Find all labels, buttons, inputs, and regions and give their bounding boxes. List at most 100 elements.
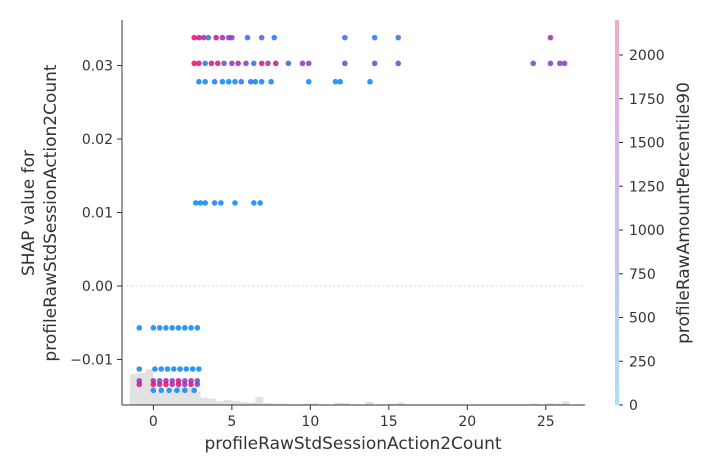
data-point bbox=[188, 381, 194, 388]
data-point bbox=[273, 60, 279, 67]
histogram-bar bbox=[200, 397, 209, 405]
histogram-bar bbox=[553, 403, 562, 405]
data-point bbox=[214, 60, 221, 67]
data-point bbox=[169, 325, 176, 331]
histogram-bar bbox=[137, 372, 146, 405]
data-point bbox=[258, 60, 265, 67]
data-point bbox=[211, 200, 218, 206]
data-point bbox=[225, 78, 232, 85]
data-point bbox=[371, 60, 378, 67]
data-point bbox=[163, 381, 169, 388]
data-point bbox=[229, 34, 235, 41]
histogram-bar bbox=[545, 403, 554, 405]
y-tick-label: −0.01 bbox=[70, 352, 113, 368]
colorbar-ticks: 0 250 500 750 1000 1250 1500 1750 2000 bbox=[619, 48, 665, 414]
data-point bbox=[183, 366, 190, 372]
histogram-bar bbox=[129, 374, 138, 405]
data-point bbox=[196, 366, 202, 372]
data-point bbox=[367, 78, 373, 85]
data-point bbox=[181, 387, 188, 394]
data-point bbox=[271, 34, 278, 41]
histogram-bar bbox=[176, 386, 185, 405]
data-point bbox=[232, 200, 238, 206]
data-point bbox=[265, 60, 271, 67]
histogram-bar bbox=[333, 402, 342, 405]
data-point bbox=[395, 34, 402, 41]
data-point bbox=[243, 60, 249, 67]
colorbar-tick-label: 1250 bbox=[629, 179, 665, 195]
data-point bbox=[285, 60, 292, 67]
histogram-bar bbox=[208, 398, 217, 405]
data-point bbox=[252, 78, 259, 85]
data-point bbox=[170, 366, 177, 372]
histogram-bar bbox=[169, 388, 177, 405]
data-point bbox=[244, 34, 251, 41]
histogram-bar bbox=[161, 391, 170, 405]
data-point bbox=[219, 34, 226, 41]
histogram-bar bbox=[153, 391, 162, 405]
data-point bbox=[229, 60, 235, 67]
data-point bbox=[191, 34, 197, 41]
data-point bbox=[156, 325, 163, 331]
y-tick-label: 0.03 bbox=[82, 59, 113, 75]
colorbar bbox=[615, 20, 619, 405]
colorbar-tick-label: 1000 bbox=[629, 223, 665, 239]
data-point bbox=[247, 78, 254, 85]
data-point bbox=[196, 60, 202, 67]
data-point bbox=[136, 325, 143, 331]
histogram-bar bbox=[388, 403, 397, 405]
histogram-bar bbox=[224, 400, 232, 405]
scatter-points bbox=[136, 34, 568, 394]
histogram-bar bbox=[365, 401, 374, 405]
histogram-bar bbox=[247, 402, 256, 405]
data-point bbox=[200, 34, 207, 41]
data-point bbox=[395, 60, 402, 67]
x-axis-label: profileRawStdSessionAction2Count bbox=[204, 434, 501, 454]
colorbar-tick-label: 250 bbox=[629, 354, 656, 370]
data-point bbox=[213, 34, 219, 41]
data-point bbox=[150, 325, 157, 331]
histogram bbox=[129, 369, 570, 405]
data-point bbox=[342, 34, 348, 41]
data-point bbox=[197, 200, 204, 206]
data-point bbox=[218, 200, 224, 206]
data-point bbox=[337, 78, 343, 85]
data-point bbox=[342, 60, 348, 67]
data-point bbox=[557, 60, 563, 67]
data-point bbox=[174, 387, 180, 394]
y-tick-label: 0.00 bbox=[82, 279, 113, 295]
data-point bbox=[194, 381, 201, 388]
data-point bbox=[299, 60, 306, 67]
data-point bbox=[221, 60, 227, 67]
data-point bbox=[169, 381, 176, 388]
colorbar-tick-label: 500 bbox=[629, 311, 656, 327]
data-point bbox=[251, 200, 257, 206]
data-point bbox=[235, 60, 241, 67]
histogram-bar bbox=[530, 403, 538, 405]
y-tick-label: 0.02 bbox=[82, 132, 113, 148]
data-point bbox=[305, 60, 312, 67]
colorbar-tick-label: 2000 bbox=[629, 48, 665, 64]
data-point bbox=[547, 60, 554, 67]
histogram-bar bbox=[561, 401, 570, 405]
x-tick-label: 25 bbox=[537, 414, 555, 430]
data-point bbox=[257, 200, 263, 206]
histogram-bar bbox=[341, 403, 350, 405]
data-point bbox=[164, 366, 171, 372]
y-tick-label: 0.01 bbox=[82, 206, 113, 222]
histogram-bar bbox=[263, 403, 272, 405]
data-point bbox=[175, 325, 182, 331]
histogram-bar bbox=[239, 401, 248, 405]
data-point bbox=[191, 387, 197, 394]
data-point bbox=[205, 34, 212, 41]
x-tick-label: 5 bbox=[227, 414, 236, 430]
data-point bbox=[158, 366, 165, 372]
data-point bbox=[192, 200, 199, 206]
histogram-bar bbox=[271, 403, 279, 405]
data-point bbox=[238, 78, 245, 85]
x-tick-label: 10 bbox=[301, 414, 319, 430]
data-point bbox=[371, 34, 378, 41]
data-point bbox=[152, 366, 158, 372]
data-point bbox=[258, 78, 265, 85]
x-tick-label: 20 bbox=[458, 414, 476, 430]
